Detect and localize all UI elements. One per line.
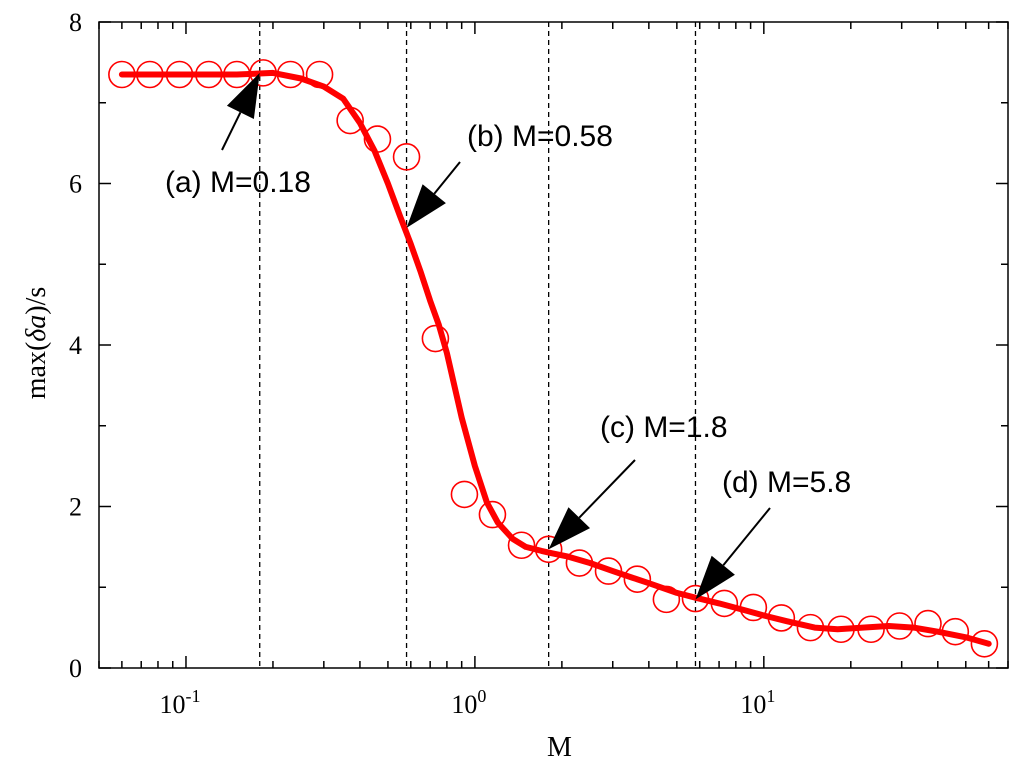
annotation-arrow-head — [226, 72, 260, 119]
data-point-circle — [652, 585, 681, 614]
x-tick-label-exponent: -1 — [185, 686, 200, 706]
data-point-circle — [392, 143, 421, 171]
annotation-label: (b) M=0.58 — [467, 120, 613, 153]
data-point-circle — [857, 615, 885, 644]
annotation-label: (a) M=0.18 — [165, 166, 311, 199]
y-axis-title: max(δa)/s — [21, 287, 52, 400]
data-point-circle — [249, 59, 277, 87]
x-tick-label: 10-1 — [159, 686, 200, 719]
data-point-circle — [165, 60, 194, 89]
data-point-circle — [796, 613, 825, 642]
plot-frame — [98, 21, 1009, 669]
y-tick-label: 4 — [69, 331, 82, 360]
data-point-circle — [885, 612, 914, 640]
x-tick-label-exponent: 0 — [477, 686, 486, 706]
data-point-circle — [507, 531, 536, 560]
annotation-arrow-shaft — [722, 507, 771, 566]
y-axis-title-part: max( — [21, 342, 52, 400]
annotation-arrow-head — [695, 555, 735, 600]
y-axis-title-part: )/s — [21, 287, 52, 315]
data-point-circle — [739, 593, 768, 622]
data-point-circle — [767, 604, 796, 632]
data-point-circle — [336, 106, 364, 135]
data-point-circle — [710, 589, 739, 618]
annotation-arrow-head — [406, 184, 446, 228]
data-point-circle — [623, 565, 652, 593]
data-point-circle — [914, 609, 942, 638]
x-tick-label: 100 — [451, 686, 486, 719]
data-point-circle — [681, 584, 710, 613]
data-point-circle — [450, 480, 479, 509]
x-tick-label: 101 — [740, 686, 775, 719]
data-point-circle — [827, 615, 855, 644]
data-point-circle — [941, 617, 970, 646]
y-tick-label: 2 — [69, 493, 82, 522]
data-point-circle — [594, 557, 623, 585]
data-point-circle — [421, 324, 450, 353]
y-tick-label: 8 — [69, 8, 82, 37]
y-tick-label: 6 — [69, 170, 82, 199]
data-point-circle — [534, 535, 563, 564]
y-tick-label: 0 — [69, 654, 82, 683]
data-point-circle — [108, 60, 136, 89]
data-point-circle — [305, 60, 334, 89]
annotation-arrow-shaft — [578, 459, 636, 519]
data-point-circle — [276, 60, 305, 89]
data-point-circle — [136, 60, 164, 89]
fitted-curve — [118, 69, 992, 647]
annotation-arrow-shaft — [433, 161, 461, 195]
x-tick-label-base: 10 — [451, 690, 477, 719]
annotation-label: (c) M=1.8 — [600, 411, 728, 444]
x-tick-label-base: 10 — [159, 690, 185, 719]
x-axis-title: M — [547, 732, 572, 763]
annotation-arrow-head — [548, 507, 591, 550]
y-axis-title-part: δa — [21, 315, 52, 342]
x-tick-label-base: 10 — [740, 690, 766, 719]
data-point-circle — [970, 629, 999, 658]
annotation-label: (d) M=5.8 — [722, 466, 851, 499]
data-point-circle — [478, 500, 507, 529]
data-point-circle — [363, 125, 392, 153]
annotation-arrow-shaft — [221, 111, 242, 151]
x-tick-label-exponent: 1 — [766, 686, 775, 706]
data-point-circle — [195, 60, 223, 89]
data-point-circle — [565, 549, 594, 577]
